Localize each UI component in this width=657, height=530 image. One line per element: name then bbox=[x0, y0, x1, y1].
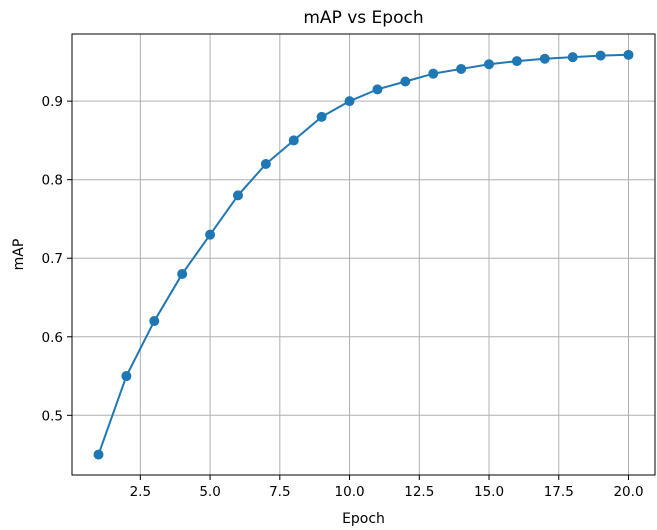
x-tick-label: 20.0 bbox=[613, 484, 643, 500]
x-tick-label: 10.0 bbox=[335, 484, 365, 500]
data-point bbox=[260, 158, 271, 169]
data-point bbox=[511, 56, 522, 67]
y-tick-label: 0.5 bbox=[42, 408, 63, 424]
x-tick-label: 7.5 bbox=[269, 484, 290, 500]
chart-title: mAP vs Epoch bbox=[303, 8, 423, 28]
data-point bbox=[316, 111, 327, 122]
data-point bbox=[232, 190, 243, 201]
data-point bbox=[372, 84, 383, 95]
data-point bbox=[400, 76, 411, 87]
data-point bbox=[93, 449, 104, 460]
y-tick-label: 0.8 bbox=[42, 173, 63, 189]
data-point bbox=[456, 63, 467, 74]
x-tick-label: 15.0 bbox=[474, 484, 504, 500]
data-point bbox=[539, 53, 550, 64]
y-tick-label: 0.9 bbox=[42, 94, 63, 110]
data-point bbox=[567, 52, 578, 63]
data-point bbox=[484, 59, 495, 70]
data-point bbox=[344, 96, 355, 107]
x-tick-label: 2.5 bbox=[130, 484, 151, 500]
y-tick-label: 0.7 bbox=[42, 251, 63, 267]
series-layer bbox=[93, 49, 634, 460]
x-tick-label: 17.5 bbox=[544, 484, 574, 500]
x-axis-label: Epoch bbox=[342, 511, 385, 527]
data-point bbox=[205, 229, 216, 240]
data-point bbox=[623, 49, 634, 60]
y-axis-label: mAP bbox=[11, 239, 27, 271]
data-point bbox=[595, 50, 606, 61]
x-tick-label: 12.5 bbox=[404, 484, 434, 500]
data-point bbox=[149, 316, 160, 327]
y-tick-label: 0.6 bbox=[42, 330, 63, 346]
grid bbox=[72, 34, 655, 475]
data-point bbox=[288, 135, 299, 146]
data-point bbox=[121, 371, 132, 382]
plot-area-frame bbox=[71, 33, 656, 476]
x-tick-label: 5.0 bbox=[199, 484, 220, 500]
data-point bbox=[177, 268, 188, 279]
data-point bbox=[428, 68, 439, 79]
axis-ticks: 2.5 5.0 7.5 10.0 12.5 15.0 17.5 20.0 0.5 0.6 0.7 0.… bbox=[42, 94, 644, 500]
